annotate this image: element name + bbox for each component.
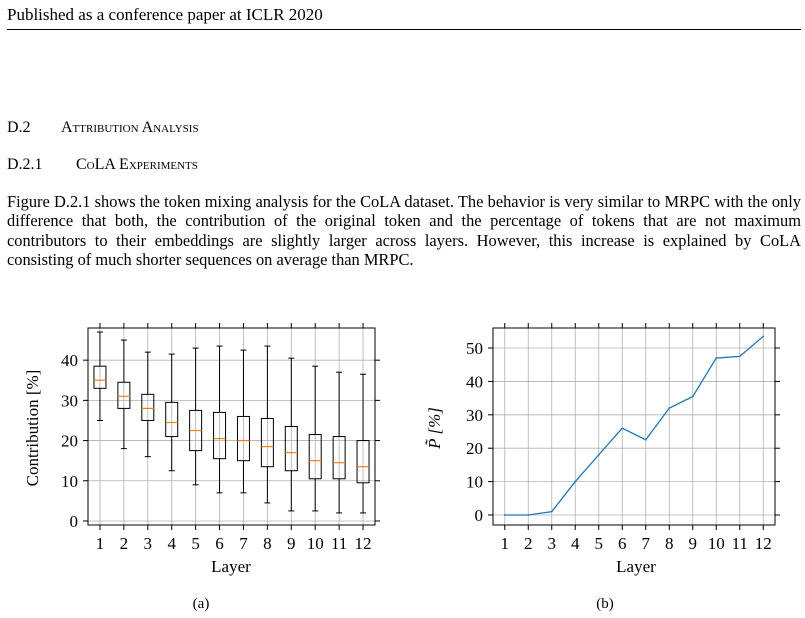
- y-tick-label: 10: [466, 473, 483, 492]
- figure-b: 0 10 20 30 40 50 1 2 3 4 5 6 7 8 9 10 11 12 Layer P̃ [%] …: [400, 318, 805, 618]
- x-tick-label: 8: [665, 534, 674, 553]
- y-tick-label: 30: [466, 406, 483, 425]
- y-tick-label: 30: [61, 391, 78, 410]
- x-tick-label: 7: [239, 534, 248, 553]
- x-tick-label: 11: [732, 534, 748, 553]
- line-chart-frame: [492, 327, 776, 526]
- y-tick-label: 20: [61, 432, 78, 451]
- x-tick-label: 12: [355, 534, 372, 553]
- x-tick-label: 7: [642, 534, 651, 553]
- x-tick-label: 3: [144, 534, 153, 553]
- box: [332, 436, 346, 480]
- figure-b-caption: (b): [596, 596, 614, 612]
- x-tick-label: 12: [755, 534, 772, 553]
- box: [284, 426, 298, 472]
- data-point: [574, 480, 577, 483]
- subsection-heading: D.2.1 CoLA Experiments: [7, 155, 198, 175]
- data-point: [738, 355, 741, 358]
- x-tick-label: 6: [215, 534, 224, 553]
- data-point: [762, 335, 765, 338]
- x-tick-label: 9: [287, 534, 296, 553]
- y-tick-label: 40: [466, 372, 483, 391]
- section-title: Attribution Analysis: [61, 119, 199, 136]
- line-chart-marks: [503, 335, 765, 516]
- subsection-title: CoLA Experiments: [76, 156, 198, 173]
- data-point: [668, 407, 671, 409]
- data-point: [527, 514, 530, 516]
- data-point: [597, 454, 600, 456]
- subsection-number: D.2.1: [7, 156, 43, 173]
- x-tick-label: 4: [167, 534, 176, 553]
- y-tick-label: 20: [466, 439, 483, 458]
- box-layer-9: [284, 357, 298, 512]
- x-tick-label: 2: [524, 534, 533, 553]
- box-layer-6: [213, 345, 227, 494]
- y-tick-label: 10: [61, 472, 78, 491]
- box-layer-3: [141, 351, 155, 458]
- box: [117, 381, 131, 409]
- boxplot-grid: [88, 328, 375, 525]
- line-chart-grid: [493, 328, 775, 525]
- x-tick-label: 5: [595, 534, 604, 553]
- section-heading: D.2 Attribution Analysis: [7, 118, 199, 138]
- body-paragraph: Figure D.2.1 shows the token mixing anal…: [7, 192, 801, 269]
- x-tick-label: 11: [331, 534, 347, 553]
- boxplot-marks: [93, 331, 370, 514]
- data-point: [550, 510, 553, 513]
- data-point: [715, 357, 718, 359]
- x-tick-label: 1: [501, 534, 510, 553]
- x-tick-label: 8: [263, 534, 272, 553]
- data-point: [621, 427, 624, 429]
- box: [356, 440, 370, 484]
- running-header: Published as a conference paper at ICLR …: [7, 5, 323, 24]
- data-point: [644, 439, 647, 441]
- section-number: D.2: [7, 119, 31, 136]
- line-chart-x-label: Layer: [616, 557, 656, 576]
- box: [93, 365, 107, 389]
- box-layer-1: [93, 331, 107, 421]
- box: [308, 434, 322, 480]
- x-tick-label: 1: [96, 534, 105, 553]
- box-layer-2: [117, 339, 131, 450]
- x-tick-label: 3: [548, 534, 557, 553]
- box-layer-4: [165, 353, 179, 472]
- x-tick-label: 6: [618, 534, 627, 553]
- figure-a: 0 10 20 30 40 1 2 3 4 5 6 7 8 9 10 11 12 Layer Contribut…: [0, 318, 400, 618]
- box-layer-10: [308, 365, 322, 512]
- y-tick-label: 50: [466, 339, 483, 358]
- x-tick-label: 2: [120, 534, 129, 553]
- box: [141, 393, 155, 421]
- data-point: [691, 395, 694, 398]
- box: [213, 411, 227, 460]
- box: [165, 401, 179, 438]
- series-line: [504, 335, 764, 516]
- line-chart-y-label: P̃ [%]: [425, 407, 444, 450]
- x-tick-label: 5: [191, 534, 200, 553]
- box-layer-11: [332, 371, 346, 514]
- x-tick-label: 10: [708, 534, 725, 553]
- box-layer-8: [260, 345, 274, 504]
- y-tick-label: 0: [475, 506, 484, 525]
- data-point: [503, 514, 506, 516]
- box: [260, 417, 274, 468]
- y-tick-label: 0: [70, 512, 79, 531]
- box-layer-7: [236, 349, 250, 494]
- x-tick-label: 10: [307, 534, 324, 553]
- x-tick-label: 9: [689, 534, 698, 553]
- boxplot-y-label: Contribution [%]: [23, 370, 42, 487]
- boxplot-x-label: Layer: [211, 557, 251, 576]
- x-tick-label: 4: [571, 534, 580, 553]
- boxplot-frame: [87, 327, 376, 526]
- box: [236, 415, 250, 462]
- box-layer-5: [189, 347, 203, 486]
- figure-a-caption: (a): [192, 596, 210, 612]
- header-rule: [7, 29, 801, 30]
- box-layer-12: [356, 373, 370, 514]
- y-tick-label: 40: [61, 351, 78, 370]
